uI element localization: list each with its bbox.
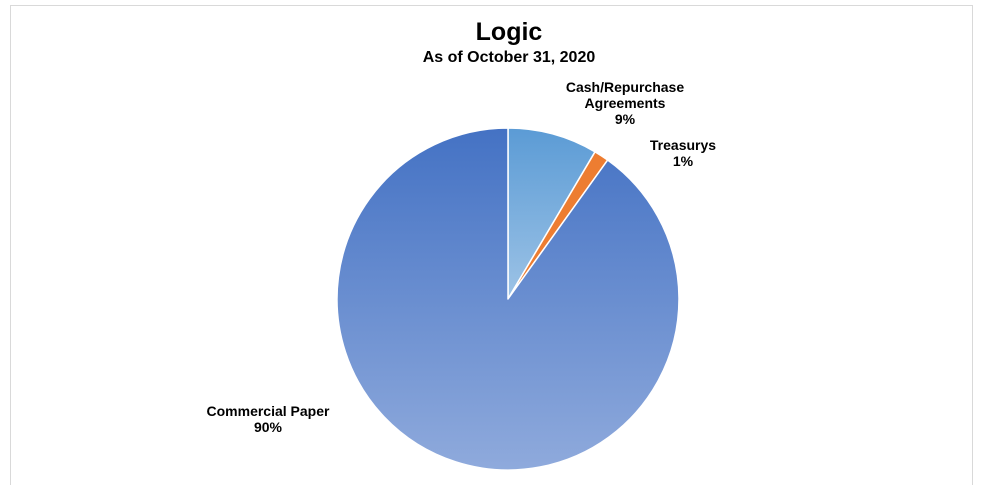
data-label-category: Treasurys (650, 137, 716, 153)
data-label-treasurys: Treasurys 1% (650, 137, 716, 169)
data-label-percent: 1% (673, 153, 694, 169)
pie-slices (336, 127, 680, 471)
data-label-cash-repurchase-agreements: Cash/Repurchase Agreements 9% (566, 79, 684, 127)
data-label-percent: 9% (615, 111, 636, 127)
data-label-commercial-paper: Commercial Paper 90% (207, 403, 330, 435)
data-label-category: Commercial Paper (207, 403, 330, 419)
data-label-percent: 90% (254, 419, 283, 435)
chart-title: Logic (476, 18, 543, 46)
pie-slice-commercial-paper (336, 127, 680, 471)
pie-data-labels: Cash/Repurchase Agreements 9% Treasurys 1% Co… (207, 79, 717, 435)
data-label-category: Agreements (585, 95, 666, 111)
chart-subtitle: As of October 31, 2020 (423, 49, 596, 66)
pie-slice-cash-repurchase-agreements (507, 127, 596, 300)
data-label-category: Cash/Repurchase (566, 79, 684, 95)
